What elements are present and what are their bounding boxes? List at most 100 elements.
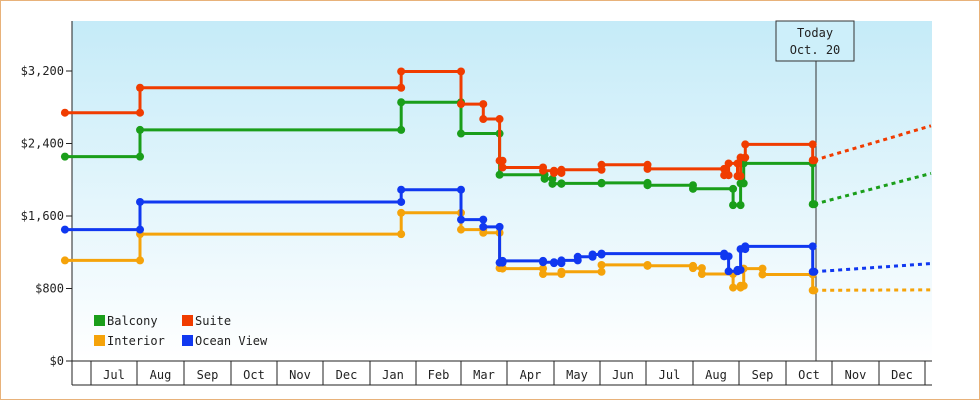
series-point-interior [644, 262, 652, 270]
series-point-interior [539, 270, 547, 278]
series-point-suite [809, 140, 817, 148]
series-point-ocean-view [136, 226, 144, 234]
legend-swatch-suite [182, 315, 193, 326]
x-tick-label: Apr [520, 368, 542, 382]
series-point-interior [759, 270, 767, 278]
series-point-interior [698, 270, 706, 278]
series-point-ocean-view [479, 216, 487, 224]
series-point-suite [136, 84, 144, 92]
series-point-ocean-view [457, 186, 465, 194]
x-tick-label: Jul [659, 368, 681, 382]
series-point-ocean-view [810, 268, 818, 276]
x-tick-label: May [566, 368, 588, 382]
series-point-balcony [397, 126, 405, 134]
series-point-suite [136, 109, 144, 117]
series-point-interior [557, 268, 565, 276]
series-point-suite [496, 115, 504, 123]
series-point-suite [457, 67, 465, 75]
series-point-ocean-view [725, 252, 733, 260]
x-tick-label: Jan [382, 368, 404, 382]
series-point-ocean-view [457, 216, 465, 224]
series-point-suite [479, 100, 487, 108]
series-point-balcony [397, 98, 405, 106]
series-point-suite [539, 167, 547, 175]
x-tick-label: Sep [752, 368, 774, 382]
series-point-balcony [644, 181, 652, 189]
series-point-ocean-view [809, 242, 817, 250]
series-point-suite [499, 164, 507, 172]
series-point-interior [598, 261, 606, 269]
series-point-suite [457, 100, 465, 108]
series-point-ocean-view [539, 258, 547, 266]
x-tick-label: Jul [103, 368, 125, 382]
series-point-suite [810, 156, 818, 164]
series-point-interior [136, 256, 144, 264]
series-point-suite [741, 154, 749, 162]
x-tick-label: Nov [845, 368, 867, 382]
x-tick-label: Mar [473, 368, 495, 382]
series-point-interior [397, 209, 405, 217]
series-point-interior [397, 230, 405, 238]
series-point-balcony [136, 126, 144, 134]
legend-swatch-balcony [94, 315, 105, 326]
series-point-balcony [541, 175, 549, 183]
series-point-suite [550, 169, 558, 177]
series-point-balcony [740, 179, 748, 187]
series-point-suite [61, 109, 69, 117]
series-point-balcony [737, 201, 745, 209]
y-axis: $0$800$1,600$2,400$3,200 [21, 21, 72, 385]
series-point-interior [810, 286, 818, 294]
series-point-suite [397, 67, 405, 75]
y-tick-label: $3,200 [21, 64, 64, 78]
series-point-balcony [729, 201, 737, 209]
series-point-interior [689, 264, 697, 272]
y-tick-label: $2,400 [21, 137, 64, 151]
series-point-interior [61, 256, 69, 264]
legend-label-balcony: Balcony [107, 314, 158, 328]
series-point-balcony [496, 171, 504, 179]
series-point-balcony [136, 153, 144, 161]
x-tick-label: Jun [612, 368, 634, 382]
y-tick-label: $800 [35, 282, 64, 296]
series-point-ocean-view [589, 251, 597, 259]
series-point-suite [598, 161, 606, 169]
series-point-interior [740, 282, 748, 290]
series-point-suite [737, 172, 745, 180]
series-point-ocean-view [136, 198, 144, 206]
series-point-suite [741, 140, 749, 148]
series-point-ocean-view [737, 266, 745, 274]
x-tick-label: Feb [428, 368, 450, 382]
series-point-ocean-view [479, 223, 487, 231]
series-point-balcony [557, 179, 565, 187]
legend-label-suite: Suite [195, 314, 231, 328]
series-point-suite [644, 165, 652, 173]
legend-swatch-ocean-view [182, 335, 193, 346]
series-point-suite [725, 171, 733, 179]
today-label-date: Oct. 20 [790, 43, 841, 57]
series-point-ocean-view [496, 223, 504, 231]
y-tick-label: $1,600 [21, 209, 64, 223]
series-point-suite [397, 84, 405, 92]
series-point-suite [557, 166, 565, 174]
series-point-balcony [689, 185, 697, 193]
series-point-balcony [548, 180, 556, 188]
legend-label-interior: Interior [107, 334, 165, 348]
series-point-balcony [457, 130, 465, 138]
series-point-interior [457, 226, 465, 234]
legend-swatch-interior [94, 335, 105, 346]
series-point-balcony [598, 179, 606, 187]
x-tick-label: Oct [798, 368, 820, 382]
series-point-ocean-view [397, 186, 405, 194]
series-point-ocean-view [550, 259, 558, 267]
series-point-ocean-view [725, 267, 733, 275]
plot-area [72, 21, 932, 361]
series-point-ocean-view [61, 226, 69, 234]
series-point-ocean-view [598, 250, 606, 258]
series-point-ocean-view [499, 257, 507, 265]
x-tick-label: Aug [150, 368, 172, 382]
x-tick-label: Dec [891, 368, 913, 382]
series-point-ocean-view [741, 242, 749, 250]
x-tick-label: Sep [197, 368, 219, 382]
